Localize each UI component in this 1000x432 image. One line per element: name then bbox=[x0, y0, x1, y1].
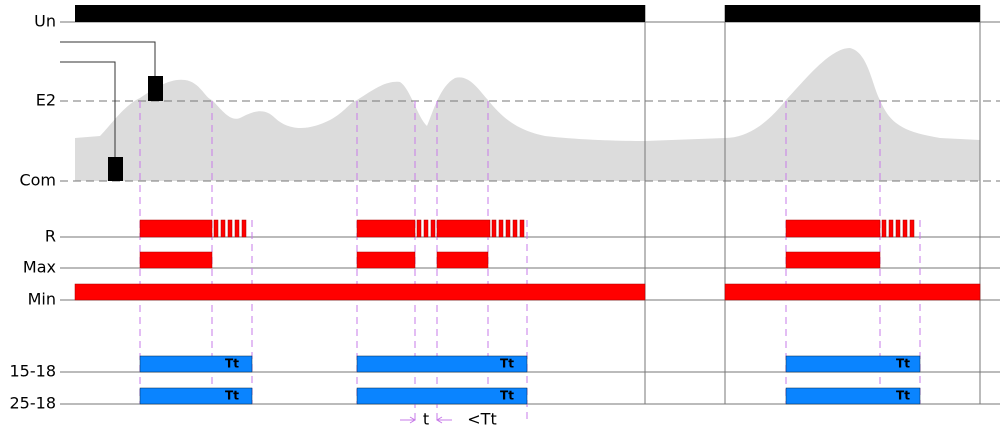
row-label: 25-18 bbox=[10, 394, 57, 413]
annotation: t bbox=[423, 410, 429, 429]
row-label: E2 bbox=[36, 91, 56, 110]
row-label: Min bbox=[28, 290, 56, 309]
timer-label: Tt bbox=[896, 357, 910, 371]
row-label: 15-18 bbox=[10, 362, 57, 381]
pulse bbox=[888, 219, 894, 238]
max-row bbox=[139, 251, 881, 269]
outputs bbox=[139, 355, 921, 405]
timer-label: Tt bbox=[225, 389, 239, 403]
supply-bar bbox=[75, 5, 645, 22]
row-label: Com bbox=[19, 171, 56, 190]
signal-level bbox=[75, 48, 980, 181]
row-label: Max bbox=[23, 258, 56, 277]
pulse bbox=[423, 219, 429, 238]
pulses bbox=[213, 219, 915, 238]
timer-label: Tt bbox=[500, 389, 514, 403]
supply-bar bbox=[725, 5, 980, 22]
pulse bbox=[491, 219, 497, 238]
min-bar bbox=[74, 283, 646, 301]
pulse bbox=[234, 219, 240, 238]
electrodes bbox=[60, 41, 156, 157]
pulse bbox=[512, 219, 518, 238]
pulse bbox=[220, 219, 226, 238]
row-label: R bbox=[45, 227, 56, 246]
pulse bbox=[213, 219, 219, 238]
pulse bbox=[498, 219, 504, 238]
pulse bbox=[416, 219, 422, 238]
pulse bbox=[227, 219, 233, 238]
electrode-e2 bbox=[148, 76, 163, 101]
min-bar bbox=[724, 283, 981, 301]
pulse bbox=[895, 219, 901, 238]
timer-label: Tt bbox=[896, 389, 910, 403]
timer-label: Tt bbox=[500, 357, 514, 371]
electrode-com bbox=[108, 157, 123, 181]
timer-label: Tt bbox=[225, 357, 239, 371]
pulse bbox=[881, 219, 887, 238]
relay-r bbox=[139, 219, 881, 238]
annotation: <Tt bbox=[467, 410, 496, 429]
pulse bbox=[519, 219, 525, 238]
pulse bbox=[902, 219, 908, 238]
pulse bbox=[241, 219, 247, 238]
pulse bbox=[505, 219, 511, 238]
annotation-arrows bbox=[400, 416, 452, 424]
pulse bbox=[909, 219, 915, 238]
row-label: Un bbox=[34, 12, 56, 31]
pulse bbox=[430, 219, 436, 238]
